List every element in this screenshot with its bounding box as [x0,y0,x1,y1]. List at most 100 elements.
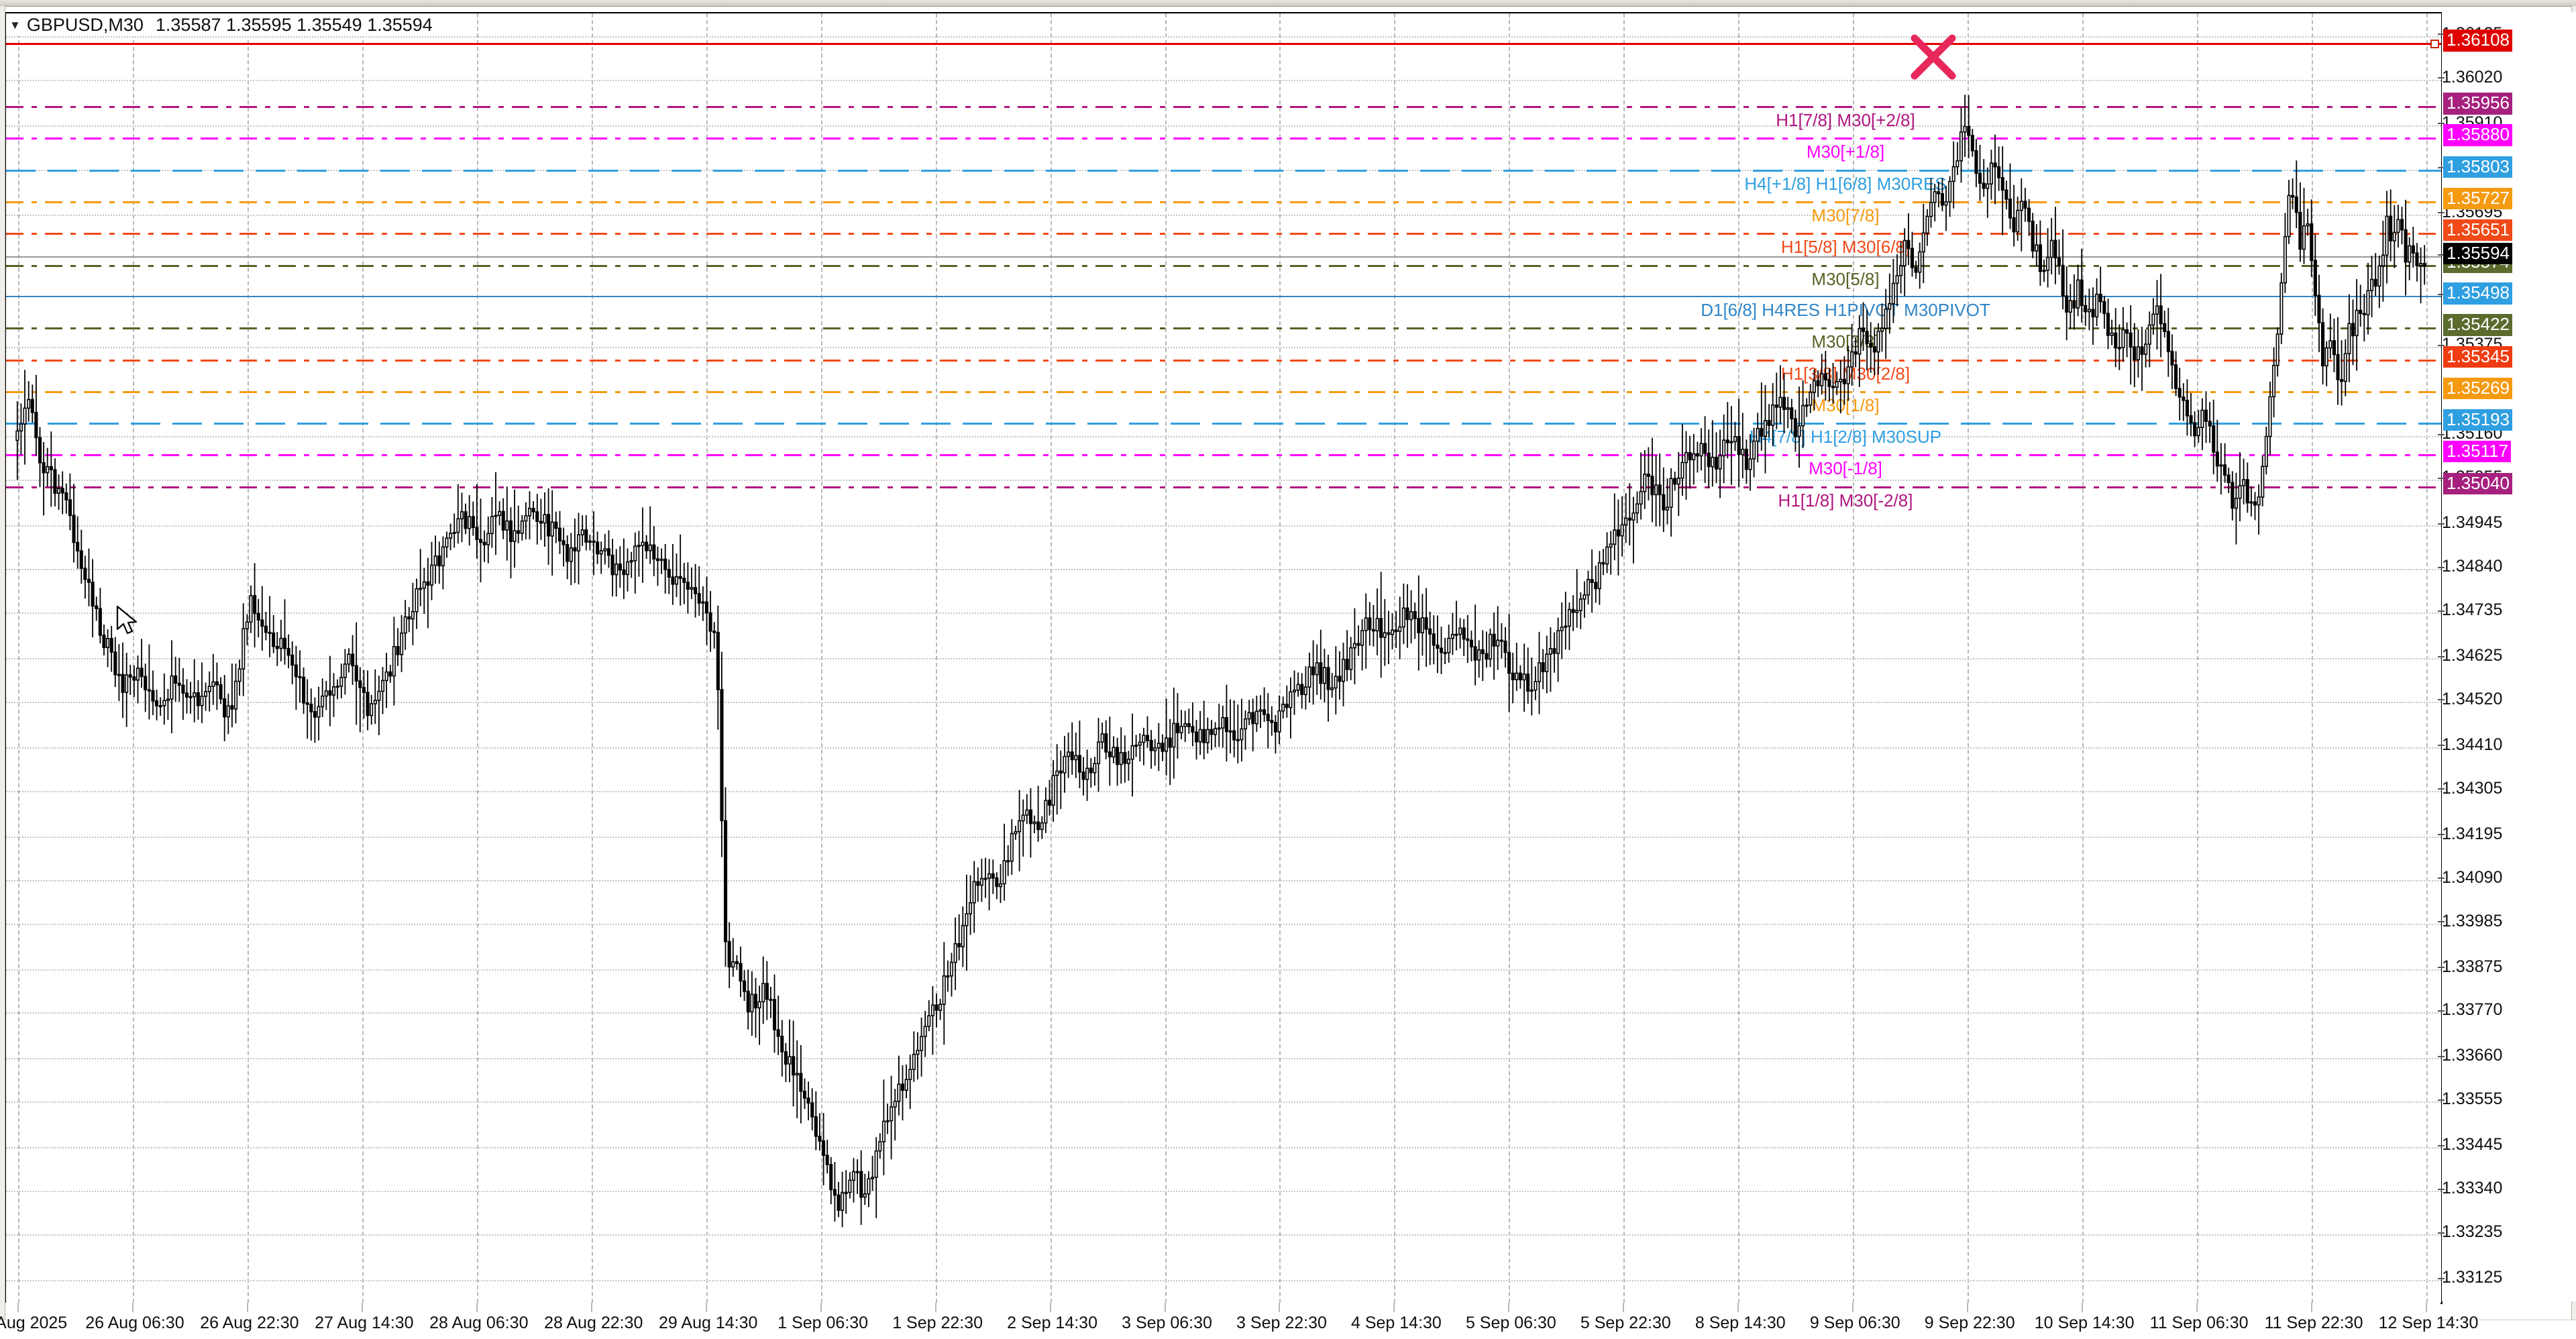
price-tick-label: 1.33770 [2438,1000,2502,1020]
level-line[interactable] [6,106,2441,109]
price-tick-label: 1.33660 [2438,1046,2502,1065]
time-tick-mark [1049,1303,1051,1312]
horizontal-gridline [6,747,2441,749]
price-tick-mark [2438,1144,2445,1146]
chart-plot-inner: H1[7/8] M30[+2/8] M30[+1/8] H4[+1/8] H1[6/… [6,13,2441,1303]
time-tick-label: 11 Sep 22:30 [2264,1314,2363,1332]
window-left-edge [0,6,5,1320]
level-line[interactable] [6,391,2441,393]
level-line[interactable] [6,201,2441,203]
time-tick-label: 11 Sep 06:30 [2149,1314,2249,1332]
price-tick-label: 1.33875 [2438,957,2502,977]
price-tag: 1.35727 [2443,187,2512,210]
horizontal-gridline [6,1147,2441,1149]
price-tick-mark [2438,655,2445,657]
price-tick-mark [2438,610,2445,612]
current-price-tag: 1.36108 [2443,30,2512,52]
price-tick-mark [2438,1010,2445,1012]
horizontal-gridline [6,1012,2441,1014]
horizontal-gridline [6,836,2441,838]
time-tick-label: 8 Sep 14:30 [1695,1314,1786,1332]
level-line[interactable] [6,232,2441,235]
price-tick-mark [2438,834,2445,836]
price-tick-label: 1.33985 [2438,912,2502,931]
price-tick-label: 1.33555 [2438,1089,2502,1109]
horizontal-gridline [6,790,2441,792]
price-tag: 1.35269 [2443,378,2512,400]
time-tick-label: 28 Aug 22:30 [544,1314,643,1332]
price-tick-mark [2438,254,2445,256]
price-tick-label: 1.34520 [2438,690,2502,709]
price-tick-mark [2438,699,2445,701]
level-line[interactable] [6,169,2441,172]
chevron-down-icon[interactable]: ▼ [9,18,21,32]
price-tag: 1.35956 [2443,93,2512,115]
time-tick-label: 9 Sep 06:30 [1809,1314,1900,1332]
horizontal-gridline [6,79,2441,81]
price-tag: 1.35345 [2443,346,2512,368]
chart-plot-area[interactable]: H1[7/8] M30[+2/8] M30[+1/8] H4[+1/8] H1[6/… [5,12,2443,1304]
level-label: H4[7/8] H1[2/8] M30SUP [1749,426,1942,447]
time-tick-label: 27 Aug 14:30 [315,1314,414,1332]
symbol-label: GBPUSD,M30 [26,14,144,35]
price-tick-label: 1.33445 [2438,1135,2502,1155]
time-tick-mark [1623,1303,1625,1312]
level-label: M30[1/8] [1811,395,1880,415]
symbol-quote-header: ▼ GBPUSD,M30 1.35587 1.35595 1.35549 1.3… [8,13,438,36]
time-tick-mark [17,1303,19,1312]
horizontal-gridline [6,701,2441,703]
price-tick-mark [2438,293,2445,295]
current-price-line[interactable] [6,43,2441,46]
horizontal-gridline [6,36,2441,38]
time-tick-label: 3 Sep 06:30 [1122,1314,1212,1332]
level-label: M30[5/8] [1811,268,1880,289]
price-tag: 1.35193 [2443,409,2512,431]
mouse-cursor-icon [116,605,138,635]
time-tick-mark [1967,1303,1969,1312]
last-close-tag: 1.35594 [2443,243,2512,265]
level-line[interactable] [6,422,2441,425]
level-line[interactable] [6,360,2441,362]
price-tick-mark [2438,523,2445,525]
level-line[interactable] [6,486,2441,488]
time-scale-axis[interactable]: 25 Aug 2025 26 Aug 06:30 26 Aug 22:30 27 Au… [0,1303,2478,1338]
time-tick-mark [2311,1303,2313,1312]
price-scale-axis[interactable]: 1.361251.360201.359101.358031.356951.355… [2438,12,2576,1301]
time-tick-label: 12 Sep 14:30 [2378,1314,2479,1332]
time-tick-mark [246,1303,248,1312]
level-line[interactable] [6,327,2441,330]
time-tick-label: 26 Aug 06:30 [85,1314,184,1332]
horizontal-gridline [6,969,2441,971]
horizontal-gridline [6,1102,2441,1104]
time-tick-mark [131,1303,133,1312]
level-label: D1[6/8] H4RES H1PIVOT M30PIVOT [1701,300,1990,321]
level-line[interactable] [6,453,2441,456]
level-line[interactable] [6,138,2441,140]
price-tick-mark [2438,212,2445,214]
price-tick-mark [2438,477,2445,479]
time-tick-mark [1508,1303,1510,1312]
horizontal-gridline [6,1058,2441,1060]
horizontal-gridline [6,1191,2441,1193]
time-tick-label: 25 Aug 2025 [0,1314,68,1332]
price-tick-label: 1.34840 [2438,557,2502,576]
price-tick-mark [2438,921,2445,923]
last-price-dot [2430,40,2439,49]
level-line[interactable] [6,296,2441,298]
price-tag: 1.35422 [2443,314,2512,336]
horizontal-gridline [6,436,2441,438]
horizontal-gridline [6,1234,2441,1236]
horizontal-gridline [6,612,2441,614]
red-x-marker[interactable] [1909,32,1958,82]
horizontal-gridline [6,923,2441,925]
ohlc-values: 1.35587 1.35595 1.35549 1.35594 [155,14,433,35]
level-label: H1[1/8] M30[-2/8] [1778,490,1913,511]
time-tick-mark [590,1303,592,1312]
level-label: H4[+1/8] H1[6/8] M30RES [1744,173,1947,194]
time-tick-mark [1852,1303,1854,1312]
time-tick-mark [820,1303,822,1312]
time-tick-label: 26 Aug 22:30 [200,1314,299,1332]
level-line[interactable] [6,264,2441,267]
price-tick-mark [2438,77,2445,79]
time-tick-mark [1279,1303,1281,1312]
